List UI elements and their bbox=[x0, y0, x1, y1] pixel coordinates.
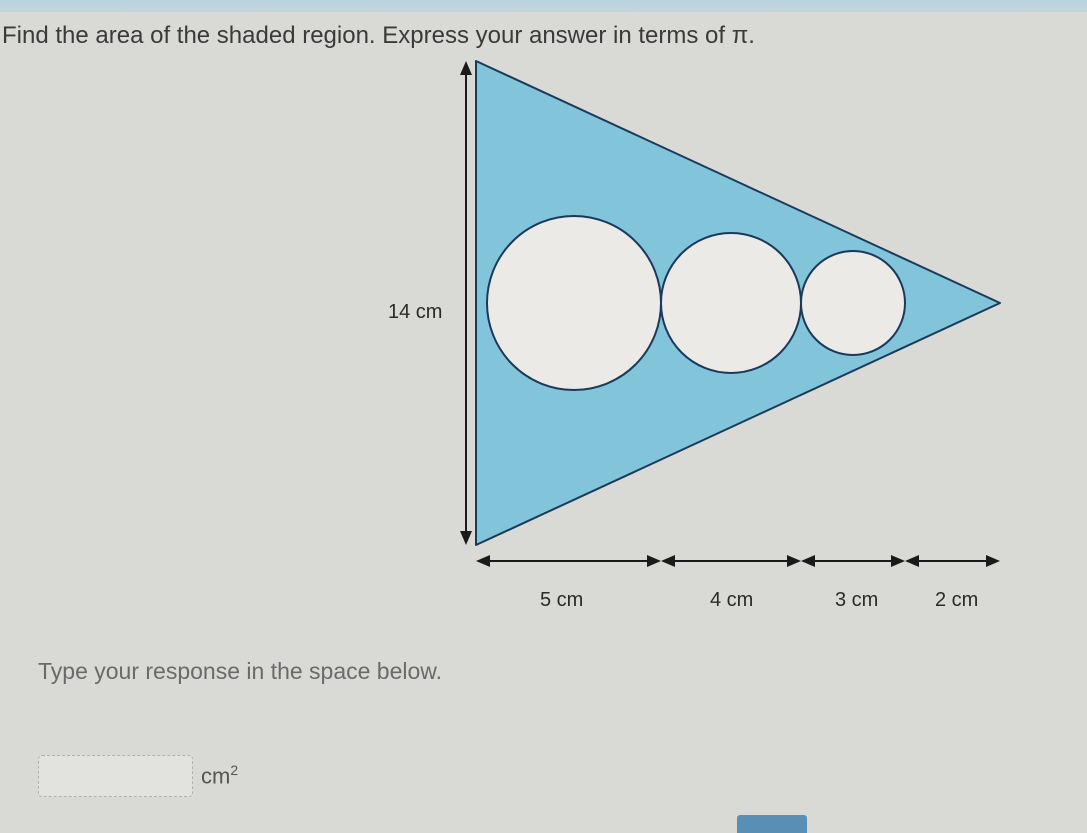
unit-label: cm2 bbox=[201, 762, 238, 789]
geometry-diagram: 14 cm 5 cm4 cm3 cm2 cm bbox=[380, 55, 1060, 605]
unit-base: cm bbox=[201, 764, 230, 789]
height-dimension-label: 14 cm bbox=[388, 301, 442, 324]
unit-exponent: 2 bbox=[230, 762, 238, 778]
base-dimension-label: 4 cm bbox=[710, 589, 753, 612]
response-prompt: Type your response in the space below. bbox=[38, 658, 442, 685]
answer-input[interactable] bbox=[38, 755, 193, 797]
base-dimension-label: 3 cm bbox=[835, 589, 878, 612]
diagram-svg bbox=[380, 55, 1060, 615]
window-top-bar bbox=[0, 0, 1087, 12]
answer-row: cm2 bbox=[38, 755, 238, 797]
base-dimension-label: 2 cm bbox=[935, 589, 978, 612]
question-text: Find the area of the shaded region. Expr… bbox=[0, 12, 1087, 50]
footer-tab[interactable] bbox=[737, 815, 807, 833]
base-dimension-label: 5 cm bbox=[540, 589, 583, 612]
